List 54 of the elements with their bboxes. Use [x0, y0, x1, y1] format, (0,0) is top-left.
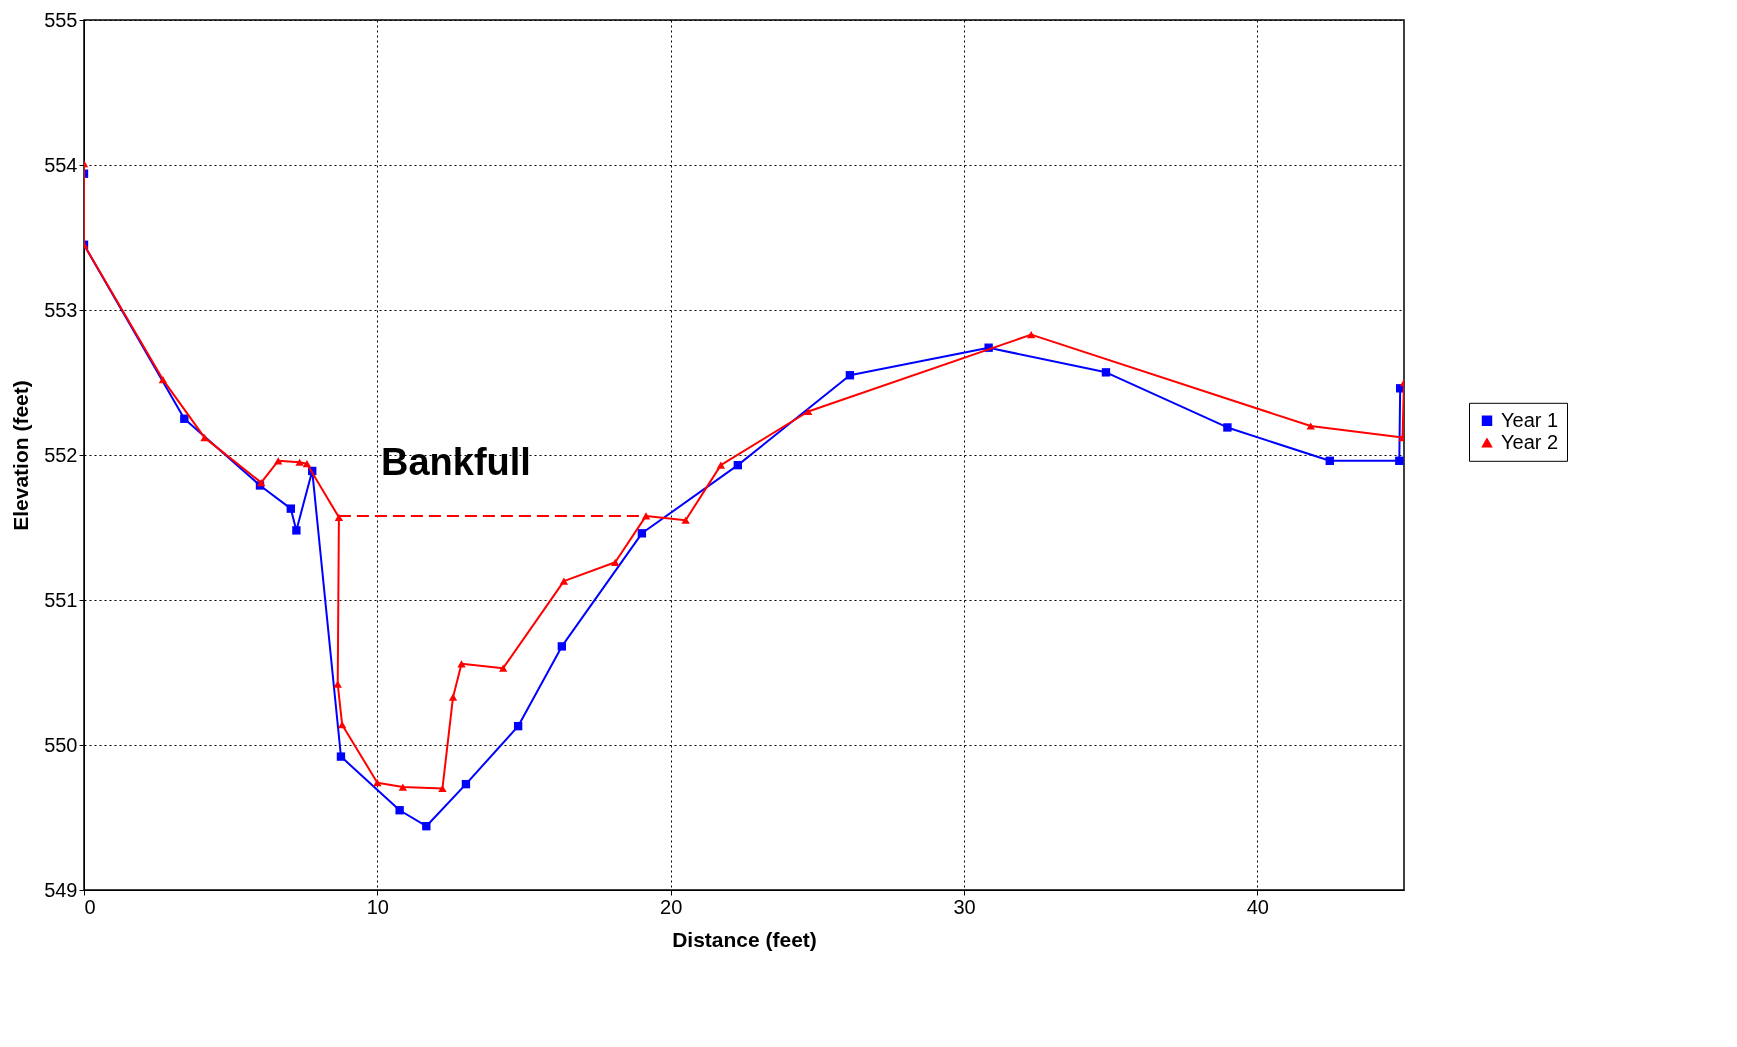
x-tick-label: 40: [1246, 895, 1269, 918]
point: [336, 752, 346, 761]
point: [461, 779, 471, 789]
point: [681, 516, 690, 524]
point: [1306, 422, 1315, 430]
point: [295, 458, 304, 466]
y-tick-label: 552: [44, 443, 78, 466]
point: [845, 371, 855, 380]
point: [513, 721, 523, 731]
x-tick-label: 10: [366, 895, 389, 918]
point: [637, 529, 647, 538]
point: [422, 822, 431, 831]
x-tick-label: 0: [84, 895, 96, 918]
point: [274, 457, 283, 465]
point: [1101, 368, 1111, 377]
point: [334, 513, 344, 521]
legend-label: Year 1: [1501, 408, 1559, 431]
point: [733, 460, 743, 470]
x-axis-title: Distance (feet): [672, 927, 817, 951]
y-tick-label: 555: [44, 8, 78, 31]
y-tick-label: 549: [44, 878, 78, 901]
x-tick-label: 30: [953, 895, 976, 918]
point: [498, 664, 508, 672]
point: [641, 512, 651, 520]
point: [1026, 331, 1036, 339]
point: [716, 461, 726, 469]
point: [333, 680, 342, 688]
point: [373, 779, 382, 787]
y-tick-label: 551: [44, 588, 78, 611]
y-tick-label: 553: [44, 298, 78, 321]
point: [398, 783, 408, 791]
x-tick-label: 20: [660, 895, 683, 918]
point: [611, 558, 620, 566]
legend-label: Year 2: [1501, 430, 1559, 453]
point: [1325, 456, 1334, 465]
point: [559, 577, 569, 585]
y-axis-title: Elevation (feet): [9, 380, 33, 531]
point: [1223, 423, 1232, 432]
point: [804, 407, 813, 416]
point: [395, 806, 404, 815]
point: [286, 504, 295, 513]
point: [302, 460, 312, 468]
annotation: Bankfull: [381, 440, 531, 483]
point: [180, 414, 189, 423]
point: [337, 721, 347, 729]
point: [158, 375, 168, 384]
point: [1395, 456, 1404, 465]
y-tick-label: 554: [44, 153, 78, 176]
point: [292, 526, 301, 535]
point: [457, 660, 466, 668]
point: [557, 642, 567, 651]
y-tick-label: 550: [44, 733, 78, 756]
point: [200, 433, 209, 442]
point: [448, 693, 458, 701]
